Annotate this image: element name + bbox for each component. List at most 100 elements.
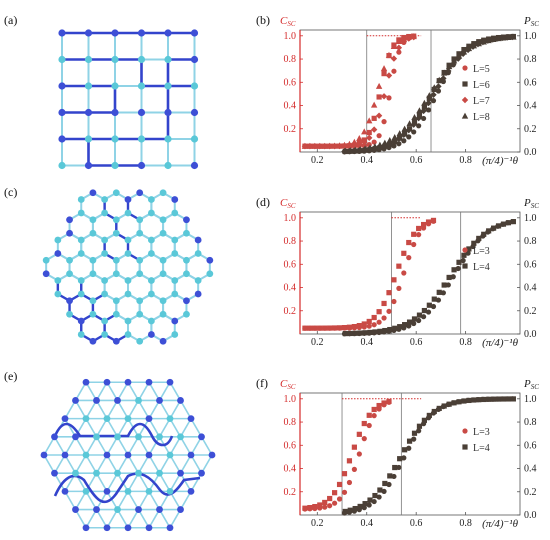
- right-axis-sub: SC: [531, 383, 540, 391]
- site: [89, 310, 97, 318]
- site: [135, 469, 142, 477]
- p-point: [431, 408, 437, 415]
- site: [54, 290, 62, 298]
- c-point: [391, 298, 397, 305]
- c-point: [341, 489, 348, 495]
- left-tick-label: 1.0: [284, 394, 297, 405]
- p-point: [391, 473, 397, 480]
- site: [82, 378, 90, 386]
- c-point: [425, 219, 432, 225]
- site: [183, 310, 190, 318]
- p-point: [390, 138, 398, 145]
- c-point: [361, 436, 367, 442]
- panel-label-a: (a): [4, 13, 17, 27]
- right-tick-label: 0.2: [524, 487, 537, 498]
- site: [72, 397, 79, 404]
- c-point: [361, 420, 367, 427]
- site: [111, 108, 119, 117]
- p-point: [465, 45, 473, 52]
- bond: [64, 400, 77, 420]
- p-point: [510, 219, 516, 225]
- p-point: [411, 316, 418, 322]
- p-point: [416, 107, 423, 114]
- site: [42, 256, 50, 264]
- site: [177, 433, 184, 441]
- c-point: [376, 402, 382, 409]
- site: [77, 250, 85, 257]
- p-point: [441, 403, 447, 409]
- left-axis-sub: SC: [287, 383, 296, 391]
- bond: [148, 490, 161, 510]
- p-point: [461, 398, 467, 404]
- right-tick-label: 0.6: [524, 440, 537, 451]
- site: [187, 451, 195, 459]
- site: [84, 135, 93, 143]
- site: [156, 397, 163, 404]
- bond: [116, 509, 129, 529]
- bond: [85, 454, 98, 474]
- bond: [85, 436, 98, 456]
- legend-label: L=3: [473, 427, 490, 438]
- cluster-path: [115, 219, 129, 242]
- p-point: [445, 282, 451, 288]
- bond: [158, 509, 171, 529]
- site: [82, 415, 90, 423]
- c-point: [396, 49, 402, 55]
- cluster-path: [91, 300, 117, 323]
- legend-label: L=7: [473, 96, 490, 107]
- p-point: [396, 464, 402, 471]
- legend-label: L=5: [473, 64, 490, 75]
- left-axis-title: CSC: [280, 378, 296, 391]
- site: [166, 415, 174, 423]
- p-point: [361, 145, 369, 152]
- site: [145, 415, 153, 423]
- left-tick-label: 0.2: [284, 124, 297, 135]
- site: [61, 487, 69, 495]
- bond: [179, 400, 192, 420]
- p-point: [495, 396, 502, 402]
- site: [194, 250, 202, 257]
- p-point: [475, 40, 482, 47]
- site: [66, 256, 73, 264]
- c-point: [405, 33, 412, 40]
- site: [171, 277, 179, 284]
- p-point: [366, 144, 374, 151]
- site: [159, 229, 167, 237]
- x-tick-label: 0.2: [311, 337, 324, 348]
- legend-marker: [462, 81, 468, 87]
- site: [190, 108, 199, 117]
- p-point: [435, 297, 442, 303]
- bond: [148, 454, 161, 474]
- site: [82, 487, 90, 495]
- c-point: [385, 51, 393, 58]
- site: [159, 216, 167, 224]
- p-point: [342, 147, 349, 154]
- c-point: [381, 400, 387, 406]
- p-point: [476, 397, 482, 403]
- site: [147, 331, 155, 338]
- c-point: [381, 300, 387, 307]
- bond: [158, 381, 171, 401]
- site: [124, 196, 132, 203]
- c-point: [381, 119, 387, 125]
- bond: [85, 490, 98, 510]
- p-point: [411, 129, 417, 135]
- p-point: [486, 396, 492, 402]
- p-point: [395, 135, 403, 142]
- left-tick-label: 0.6: [284, 259, 297, 270]
- site: [156, 506, 163, 513]
- c-point: [356, 322, 362, 329]
- p-point: [396, 141, 402, 147]
- cluster-path: [126, 199, 141, 221]
- site: [58, 29, 66, 37]
- site: [183, 216, 190, 224]
- site: [147, 196, 155, 203]
- right-tick-label: 0.6: [524, 77, 537, 88]
- site: [145, 524, 153, 532]
- c-point: [410, 33, 417, 40]
- site: [72, 433, 79, 441]
- site: [171, 317, 179, 325]
- p-point: [510, 33, 517, 40]
- bond: [64, 454, 77, 474]
- bond: [137, 472, 150, 492]
